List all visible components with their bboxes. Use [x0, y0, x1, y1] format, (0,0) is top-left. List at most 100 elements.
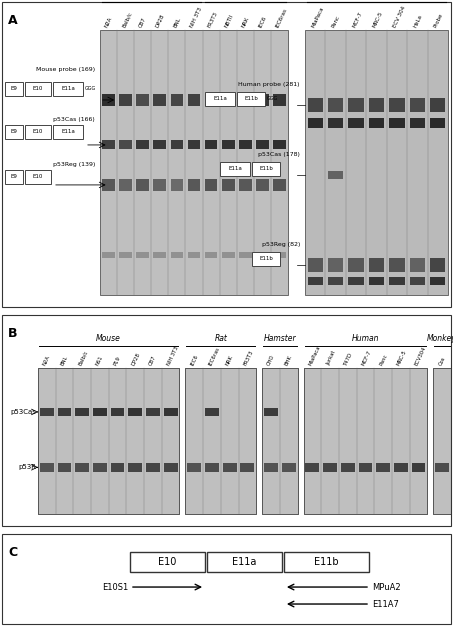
Bar: [430, 98, 445, 112]
Text: p53Cas (166): p53Cas (166): [53, 118, 95, 123]
Bar: [188, 179, 200, 191]
Text: DP28: DP28: [155, 13, 166, 28]
Text: NRK: NRK: [241, 16, 250, 28]
Bar: [188, 94, 200, 106]
Text: N2A: N2A: [42, 354, 52, 366]
Text: E9: E9: [10, 86, 17, 91]
Bar: [100, 30, 288, 295]
Bar: [40, 463, 54, 472]
Bar: [358, 463, 372, 472]
Bar: [239, 179, 252, 191]
Bar: [430, 118, 445, 128]
Bar: [273, 252, 286, 258]
Text: Balb/c: Balb/c: [77, 349, 89, 366]
Text: E10S1: E10S1: [102, 583, 128, 592]
Bar: [348, 98, 364, 112]
Bar: [154, 94, 166, 106]
Bar: [5, 170, 23, 184]
Bar: [58, 408, 72, 416]
Bar: [93, 463, 107, 472]
Bar: [119, 94, 132, 106]
Bar: [239, 252, 252, 258]
Bar: [328, 118, 343, 128]
Text: B: B: [8, 327, 18, 340]
Bar: [434, 368, 451, 514]
Bar: [369, 258, 384, 272]
Bar: [434, 368, 451, 514]
Text: Mouse probe (169): Mouse probe (169): [36, 68, 95, 73]
Text: E9: E9: [10, 130, 17, 135]
Text: ECV304: ECV304: [414, 346, 427, 366]
Bar: [205, 408, 219, 416]
Text: N2A: N2A: [104, 16, 113, 28]
Bar: [369, 98, 384, 112]
Text: IEC6ras: IEC6ras: [207, 346, 221, 366]
Text: FR3T3: FR3T3: [243, 349, 254, 366]
Bar: [25, 82, 51, 96]
Bar: [328, 258, 343, 272]
Bar: [111, 408, 125, 416]
Bar: [188, 140, 200, 150]
Bar: [284, 552, 369, 572]
Text: P19: P19: [113, 355, 122, 366]
Bar: [111, 463, 125, 472]
Bar: [164, 463, 178, 472]
Bar: [282, 463, 296, 472]
Text: C: C: [8, 546, 17, 559]
Bar: [237, 92, 265, 106]
Text: E11a: E11a: [61, 86, 75, 91]
Text: FR3T3: FR3T3: [207, 11, 218, 28]
Bar: [102, 94, 115, 106]
Bar: [93, 408, 107, 416]
Text: IEC6: IEC6: [258, 15, 268, 28]
Bar: [222, 94, 235, 106]
Bar: [264, 408, 278, 416]
Bar: [222, 140, 235, 150]
Text: E11A7: E11A7: [372, 600, 399, 608]
Text: E11a: E11a: [213, 96, 227, 101]
Text: Probe: Probe: [433, 12, 444, 28]
Bar: [205, 252, 217, 258]
Bar: [75, 408, 89, 416]
Bar: [25, 170, 51, 184]
Bar: [102, 140, 115, 150]
Bar: [75, 463, 89, 472]
Bar: [102, 179, 115, 191]
Bar: [308, 118, 323, 128]
Text: A: A: [8, 14, 18, 27]
Text: MiaPaca: MiaPaca: [308, 345, 322, 366]
Bar: [412, 463, 425, 472]
Text: Panc: Panc: [331, 14, 341, 28]
Text: CB7: CB7: [138, 16, 147, 28]
Bar: [170, 94, 183, 106]
Bar: [389, 258, 405, 272]
Bar: [304, 368, 427, 514]
Bar: [256, 252, 269, 258]
Bar: [5, 82, 23, 96]
Bar: [369, 277, 384, 285]
Text: NBTII: NBTII: [224, 13, 234, 28]
Text: IEC6ras: IEC6ras: [275, 7, 288, 28]
Bar: [136, 252, 149, 258]
Text: E10: E10: [33, 130, 43, 135]
Bar: [305, 463, 319, 472]
Text: Balb/c: Balb/c: [121, 11, 133, 28]
Bar: [154, 252, 166, 258]
Bar: [205, 140, 217, 150]
Bar: [410, 118, 425, 128]
Bar: [328, 277, 343, 285]
Bar: [256, 179, 269, 191]
Bar: [262, 368, 298, 514]
Text: Human probe (281): Human probe (281): [238, 83, 300, 88]
Bar: [389, 98, 405, 112]
Bar: [136, 94, 149, 106]
Bar: [389, 118, 405, 128]
Bar: [239, 94, 252, 106]
Bar: [305, 30, 448, 295]
Text: MPuA2: MPuA2: [372, 583, 400, 592]
Text: GGG: GGG: [85, 86, 96, 91]
Text: E11b: E11b: [314, 557, 339, 567]
Text: Rat: Rat: [214, 334, 227, 343]
Bar: [40, 408, 54, 416]
Text: BNL: BNL: [173, 16, 182, 28]
